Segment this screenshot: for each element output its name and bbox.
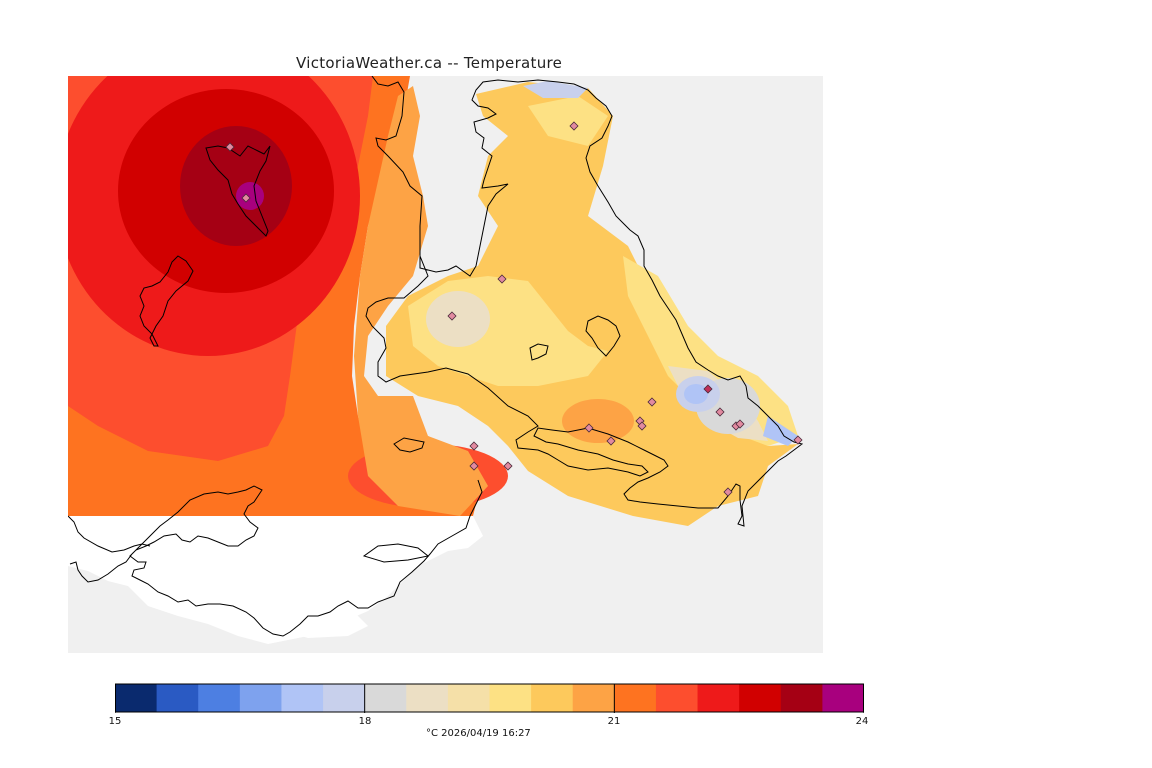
station-marker: [497, 274, 507, 284]
colorbar-tick-label: 21: [607, 716, 621, 727]
map-title: VictoriaWeather.ca -- Temperature: [296, 54, 563, 72]
colorbar-swatch: [655, 684, 699, 712]
colorbar-swatch: [156, 684, 199, 712]
coastlines: [68, 76, 804, 637]
colorbar-swatch: [489, 684, 532, 712]
colorbar-swatch: [406, 684, 449, 712]
station-marker: [569, 121, 579, 131]
station-marker: [715, 407, 725, 417]
station-marker: [469, 461, 479, 471]
colorbar-tick-label: 15: [108, 716, 122, 727]
colorbar-swatch: [447, 684, 490, 712]
station-marker: [584, 423, 594, 433]
station-marker: [723, 487, 733, 497]
station-marker: [735, 419, 745, 429]
colorbar-swatch: [531, 684, 574, 712]
colorbar-swatch: [198, 684, 241, 712]
station-marker: [447, 311, 457, 321]
colorbar-swatch: [239, 684, 282, 712]
colorbar-swatch: [614, 684, 657, 712]
colorbar-tick-label: 24: [855, 716, 869, 727]
station-marker: [793, 435, 803, 445]
station-marker: [637, 421, 647, 431]
units-timestamp: °C 2026/04/19 16:27: [426, 728, 531, 739]
colorbar-swatch: [780, 684, 823, 712]
colorbar-swatch: [115, 684, 158, 712]
colorbar-swatch: [739, 684, 782, 712]
station-marker: [241, 193, 251, 203]
temperature-field-east: [354, 81, 798, 526]
station-marker: [225, 142, 235, 152]
station-marker: [606, 436, 616, 446]
station-marker: [469, 441, 479, 451]
colorbar-swatch: [572, 684, 615, 712]
colorbar-swatch: [364, 684, 407, 712]
colorbar-swatch: [822, 684, 864, 712]
temperature-map: [68, 76, 823, 653]
colorbar-swatch: [281, 684, 324, 712]
station-marker: [647, 397, 657, 407]
station-marker: [503, 461, 513, 471]
station-marker: [703, 384, 713, 394]
colorbar-swatch: [697, 684, 740, 712]
weather-stations: [225, 121, 803, 497]
colorbar-swatch: [323, 684, 366, 712]
colorbar-tick-label: 18: [358, 716, 372, 727]
temperature-colorbar: [115, 683, 864, 713]
